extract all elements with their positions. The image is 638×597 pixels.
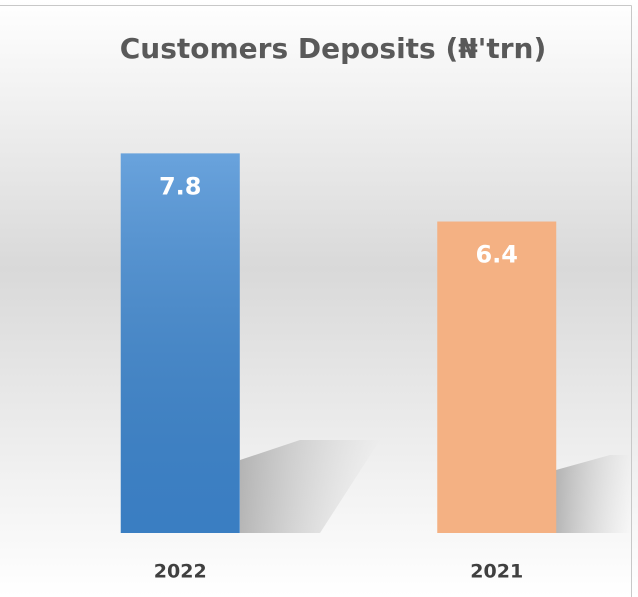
data-label: 7.8 xyxy=(159,172,202,200)
bar-shadow xyxy=(556,455,631,533)
bar xyxy=(437,221,557,534)
data-label: 6.4 xyxy=(475,241,518,269)
chart-title: Customers Deposits (₦'trn) xyxy=(120,32,547,65)
x-tick-label: 2022 xyxy=(154,561,207,583)
bar-shading xyxy=(120,153,240,533)
x-tick-label: 2021 xyxy=(470,561,523,583)
bar-shadow xyxy=(240,440,380,533)
